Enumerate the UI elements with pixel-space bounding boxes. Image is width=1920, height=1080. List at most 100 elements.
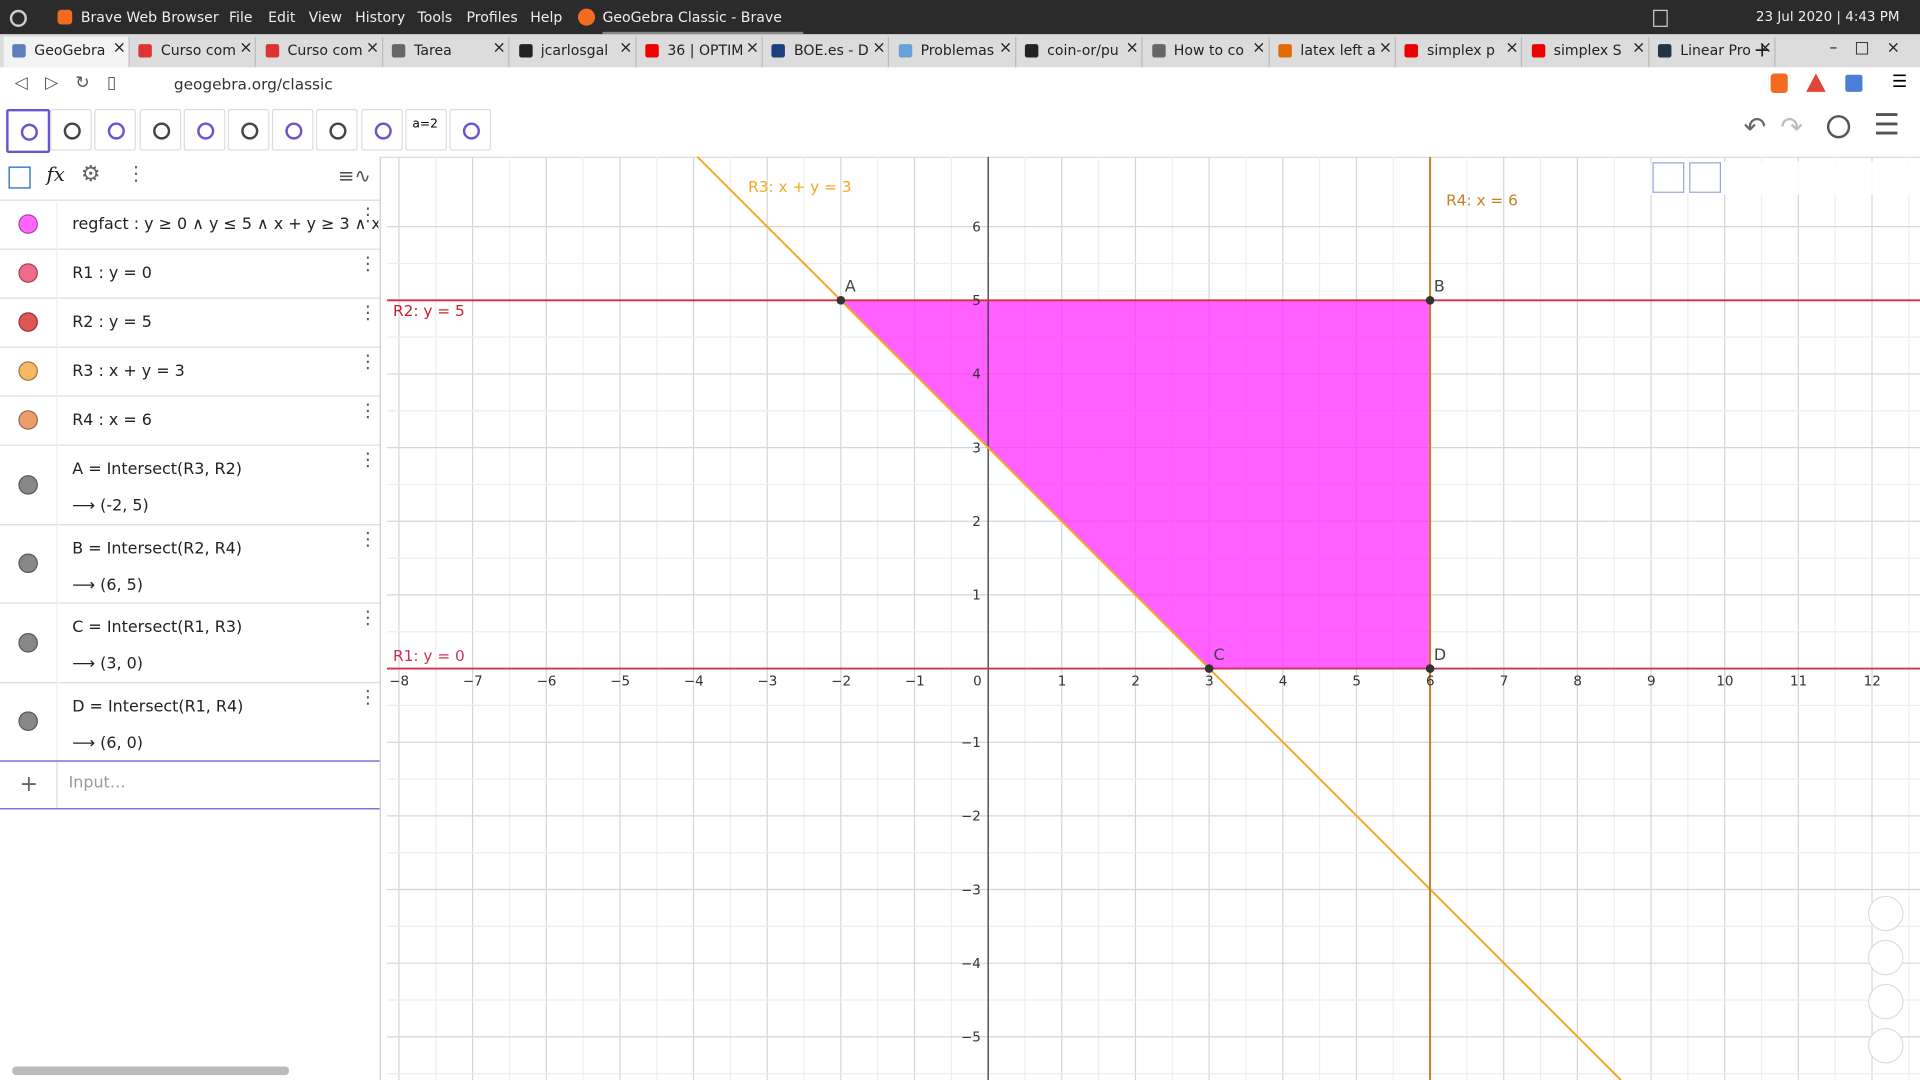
axes-toggle[interactable] bbox=[1652, 162, 1685, 193]
item-menu[interactable]: ⋮ bbox=[358, 685, 378, 708]
visibility-toggle[interactable] bbox=[18, 474, 38, 495]
tab-close[interactable]: × bbox=[872, 39, 886, 58]
tool-button[interactable] bbox=[316, 108, 359, 151]
item-menu[interactable]: ⋮ bbox=[358, 350, 378, 373]
tool-button[interactable] bbox=[139, 108, 181, 151]
item-menu[interactable]: ⋮ bbox=[358, 252, 378, 275]
visibility-toggle[interactable] bbox=[18, 214, 38, 234]
tool-button[interactable] bbox=[227, 108, 270, 151]
shields-icon[interactable] bbox=[1770, 73, 1788, 94]
tab[interactable]: simplex p × bbox=[1396, 36, 1523, 68]
tool-button[interactable] bbox=[272, 108, 314, 151]
tab[interactable]: How to co × bbox=[1143, 36, 1270, 68]
item-menu[interactable]: ⋮ bbox=[358, 527, 378, 550]
item-menu[interactable]: ⋮ bbox=[358, 203, 378, 226]
visibility-toggle[interactable] bbox=[18, 410, 38, 430]
visibility-toggle[interactable] bbox=[18, 632, 38, 653]
search[interactable] bbox=[1826, 115, 1851, 139]
tab[interactable]: Linear Pro × bbox=[1650, 36, 1776, 68]
tab-close[interactable]: × bbox=[112, 39, 127, 58]
tab-close[interactable]: × bbox=[998, 39, 1013, 58]
sort[interactable]: ≡∿ bbox=[337, 164, 371, 188]
menu-item[interactable]: Profiles bbox=[466, 8, 518, 26]
tab-close[interactable]: × bbox=[1252, 39, 1266, 58]
tab[interactable]: BOE.es - D × bbox=[763, 36, 890, 68]
tab-close[interactable]: × bbox=[1378, 39, 1393, 58]
tab-icon bbox=[645, 44, 659, 58]
tab-close[interactable]: × bbox=[239, 39, 253, 58]
add[interactable]: + bbox=[19, 771, 39, 798]
tab-close[interactable]: × bbox=[1505, 39, 1519, 58]
zoom-out[interactable] bbox=[1867, 983, 1904, 1020]
menu-item[interactable]: Tools bbox=[417, 8, 453, 26]
visibility-toggle[interactable] bbox=[18, 553, 38, 574]
view-toggle[interactable] bbox=[8, 166, 31, 189]
grid-toggle[interactable] bbox=[1689, 162, 1722, 193]
tab[interactable]: Problemas × bbox=[890, 36, 1017, 68]
point-a[interactable] bbox=[836, 296, 846, 305]
tab[interactable]: latex left a × bbox=[1270, 36, 1396, 68]
visibility-toggle[interactable] bbox=[18, 312, 38, 332]
line-label: R2: y = 5 bbox=[393, 302, 465, 320]
more[interactable]: ⋮ bbox=[126, 161, 146, 185]
point-d[interactable] bbox=[1425, 664, 1435, 673]
menu-item[interactable]: History bbox=[355, 8, 406, 26]
tab[interactable]: Tarea × bbox=[383, 36, 510, 68]
tab[interactable]: coin-or/pu × bbox=[1017, 36, 1143, 68]
tab[interactable]: simplex S × bbox=[1523, 36, 1650, 68]
fullscreen[interactable] bbox=[1867, 1027, 1904, 1064]
tool-button[interactable] bbox=[50, 108, 93, 151]
clipboard-icon[interactable] bbox=[1653, 9, 1668, 27]
url[interactable]: geogebra.org/classic bbox=[173, 74, 333, 94]
tool-button[interactable] bbox=[449, 108, 492, 151]
undo[interactable]: ↶ bbox=[1743, 112, 1767, 144]
item-menu[interactable]: ⋮ bbox=[358, 448, 378, 471]
tab[interactable]: jcarlosgal × bbox=[510, 36, 637, 68]
tab-close[interactable]: × bbox=[745, 39, 760, 58]
tool-button[interactable] bbox=[94, 108, 137, 151]
translate-icon[interactable] bbox=[1845, 74, 1863, 92]
os-icon[interactable] bbox=[9, 9, 27, 27]
item-menu[interactable]: ⋮ bbox=[358, 301, 378, 324]
rewards-icon[interactable] bbox=[1806, 73, 1826, 92]
tab[interactable]: Curso com × bbox=[130, 36, 257, 68]
item-menu[interactable]: ⋮ bbox=[358, 399, 378, 422]
item-menu[interactable]: ⋮ bbox=[358, 606, 378, 629]
tab-close[interactable]: × bbox=[1631, 39, 1646, 58]
visibility-toggle[interactable] bbox=[18, 711, 38, 732]
scrollbar[interactable] bbox=[12, 1066, 289, 1076]
tool-button[interactable] bbox=[183, 108, 226, 151]
tab[interactable]: GeoGebra × bbox=[3, 36, 130, 68]
menu-item[interactable]: View bbox=[308, 8, 342, 26]
tab[interactable]: Curso com × bbox=[257, 36, 384, 68]
menu-item[interactable]: File bbox=[228, 8, 253, 26]
tool-button[interactable]: a=2 bbox=[405, 108, 447, 151]
settings[interactable]: ⚙ bbox=[80, 161, 101, 188]
tab-close[interactable]: × bbox=[365, 39, 380, 58]
tool-button[interactable] bbox=[6, 108, 51, 154]
tab-close[interactable]: × bbox=[492, 39, 506, 58]
menu-item[interactable]: Edit bbox=[268, 8, 296, 26]
tab-close[interactable]: × bbox=[619, 39, 633, 58]
redo[interactable]: ↷ bbox=[1780, 112, 1803, 144]
menu-item[interactable]: Help bbox=[530, 8, 563, 26]
tool-button[interactable] bbox=[360, 108, 403, 151]
tab-icon bbox=[12, 44, 26, 58]
tab-close[interactable]: × bbox=[1125, 39, 1139, 58]
point-b[interactable] bbox=[1425, 296, 1435, 305]
input[interactable]: Input… bbox=[68, 773, 126, 793]
new-tab[interactable]: + bbox=[1753, 37, 1771, 63]
tab[interactable]: 36 | OPTIM × bbox=[637, 36, 763, 68]
tool-icon bbox=[462, 122, 480, 140]
visibility-toggle[interactable] bbox=[18, 263, 38, 283]
window-controls[interactable]: –□× bbox=[1829, 39, 1918, 58]
point-c[interactable] bbox=[1204, 664, 1214, 673]
tab-close[interactable]: × bbox=[1758, 39, 1772, 58]
home-button[interactable] bbox=[1867, 895, 1904, 932]
nav-buttons[interactable]: ◁▷↻▯ bbox=[14, 73, 134, 94]
zoom-in[interactable] bbox=[1867, 939, 1904, 976]
input-mode[interactable]: fx bbox=[46, 162, 65, 187]
browser-menu[interactable]: ☰ bbox=[1891, 72, 1908, 92]
main-menu[interactable]: ☰ bbox=[1873, 107, 1900, 143]
visibility-toggle[interactable] bbox=[18, 361, 38, 381]
